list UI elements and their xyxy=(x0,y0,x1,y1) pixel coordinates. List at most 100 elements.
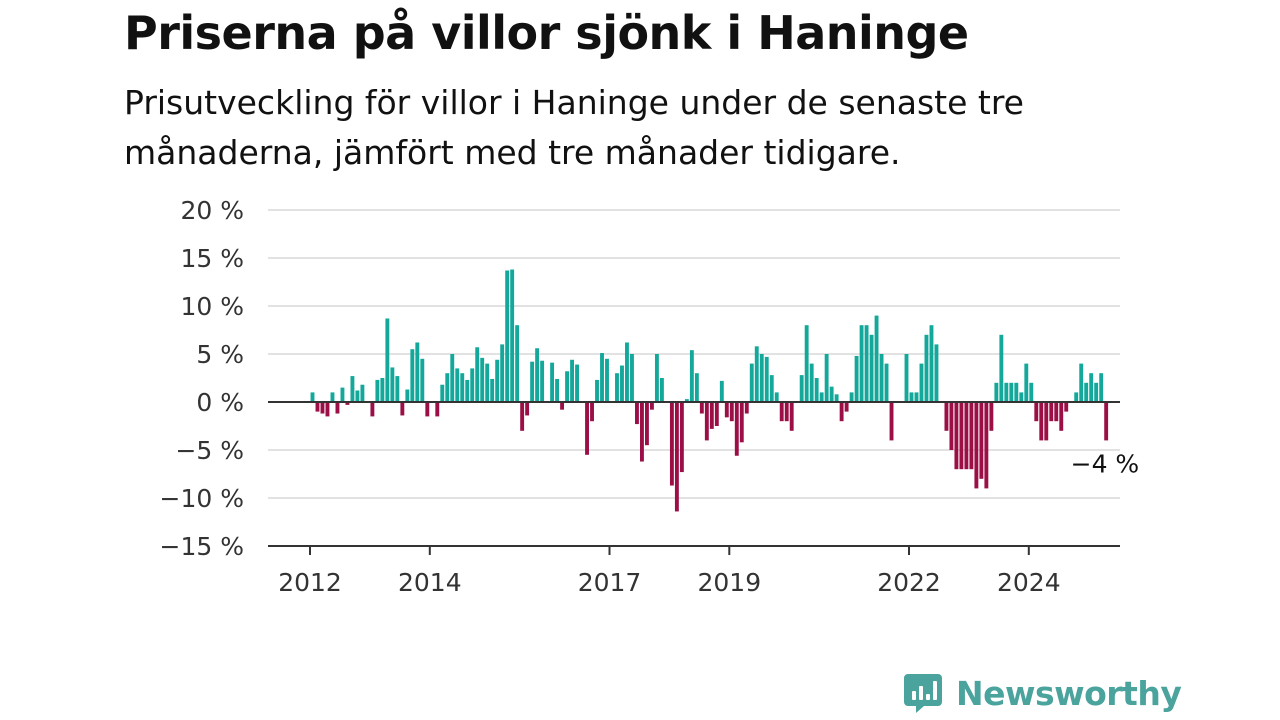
bar xyxy=(635,402,639,425)
brand-name: Newsworthy xyxy=(956,673,1182,713)
bar xyxy=(839,402,844,422)
y-tick-label: 5 % xyxy=(196,340,244,369)
bar xyxy=(969,402,974,470)
bar xyxy=(879,354,884,402)
bar xyxy=(949,402,954,450)
bar xyxy=(814,378,819,402)
bar xyxy=(470,368,475,402)
bar xyxy=(515,325,520,402)
bar xyxy=(1084,382,1089,402)
bar xyxy=(510,269,515,402)
bar xyxy=(385,318,390,402)
bar xyxy=(600,353,604,402)
bar xyxy=(390,367,395,402)
bar xyxy=(904,354,909,402)
y-tick-label: 15 % xyxy=(180,244,244,273)
bar xyxy=(779,402,784,422)
bar xyxy=(1054,402,1059,422)
bar xyxy=(809,363,814,402)
bar xyxy=(654,354,659,402)
bar xyxy=(789,402,794,431)
bar xyxy=(889,402,894,441)
bar xyxy=(859,325,864,402)
bar xyxy=(644,402,649,446)
bar xyxy=(1094,382,1099,402)
bar xyxy=(714,402,719,426)
bar xyxy=(605,358,609,402)
bar xyxy=(405,389,410,402)
bar xyxy=(1019,392,1024,402)
bar xyxy=(330,392,335,402)
y-tick-label: −15 % xyxy=(160,532,244,561)
bar xyxy=(1064,402,1069,412)
bar xyxy=(1099,373,1104,402)
x-tick-label: 2022 xyxy=(877,568,941,597)
bar xyxy=(1039,402,1044,441)
bar xyxy=(1009,382,1014,402)
bar xyxy=(754,346,759,402)
bar xyxy=(724,402,729,418)
bar xyxy=(320,402,325,414)
bar xyxy=(799,375,804,402)
bars xyxy=(310,269,1109,512)
x-axis-tick-labels: 2012 2014 2017 2019 2022 2024 xyxy=(278,546,1061,597)
bar xyxy=(854,355,859,402)
bar xyxy=(505,270,510,402)
y-tick-label: 20 % xyxy=(180,196,244,225)
bar xyxy=(1029,382,1034,402)
bar xyxy=(575,364,579,402)
bar xyxy=(360,384,365,402)
bar xyxy=(570,359,575,402)
bar xyxy=(395,376,400,402)
bar xyxy=(415,342,420,402)
bar xyxy=(744,402,749,414)
bar xyxy=(560,402,565,410)
bar xyxy=(734,402,739,456)
bar xyxy=(590,402,594,422)
bar xyxy=(739,402,744,443)
bar xyxy=(764,356,769,402)
bar xyxy=(615,373,619,402)
x-tick-label: 2019 xyxy=(697,568,761,597)
bar xyxy=(1004,382,1009,402)
bar xyxy=(585,402,589,455)
bar xyxy=(674,402,679,512)
bar xyxy=(420,358,425,402)
bar xyxy=(709,402,714,429)
bar xyxy=(769,375,774,402)
y-axis-tick-labels: 20 % 15 % 10 % 5 % 0 % −5 % −10 % −15 % xyxy=(160,196,244,561)
bar xyxy=(979,402,984,479)
x-tick-label: 2024 xyxy=(997,568,1061,597)
bar xyxy=(620,365,624,402)
bar xyxy=(874,315,879,402)
bar xyxy=(954,402,959,470)
bar xyxy=(1044,402,1049,441)
chart-title: Priserna på villor sjönk i Haninge xyxy=(124,6,969,60)
x-tick-label: 2012 xyxy=(278,568,342,597)
bar xyxy=(729,402,734,422)
bar xyxy=(495,359,500,402)
bar xyxy=(659,378,664,402)
bar xyxy=(525,402,530,416)
bar xyxy=(340,387,345,402)
x-tick-label: 2017 xyxy=(578,568,642,597)
gridlines xyxy=(268,209,1120,499)
chart-subtitle: Prisutveckling för villor i Haninge unde… xyxy=(124,83,1024,172)
axes xyxy=(268,401,1120,547)
bar xyxy=(984,402,989,489)
bar xyxy=(699,402,704,414)
y-tick-label: 10 % xyxy=(180,292,244,321)
bar xyxy=(679,402,684,473)
bar xyxy=(829,386,834,402)
bar xyxy=(555,378,560,402)
bar xyxy=(1104,402,1109,441)
bar xyxy=(884,363,889,402)
bar-chart: 20 %15 %10 %5 %0 %−5 %−10 %−15 % 2012 201… xyxy=(160,196,1140,597)
bar xyxy=(500,344,505,402)
bar xyxy=(669,402,674,486)
bar xyxy=(804,325,809,402)
bar xyxy=(719,380,724,402)
bar xyxy=(445,373,450,402)
bar xyxy=(400,402,405,416)
bar xyxy=(310,392,315,402)
